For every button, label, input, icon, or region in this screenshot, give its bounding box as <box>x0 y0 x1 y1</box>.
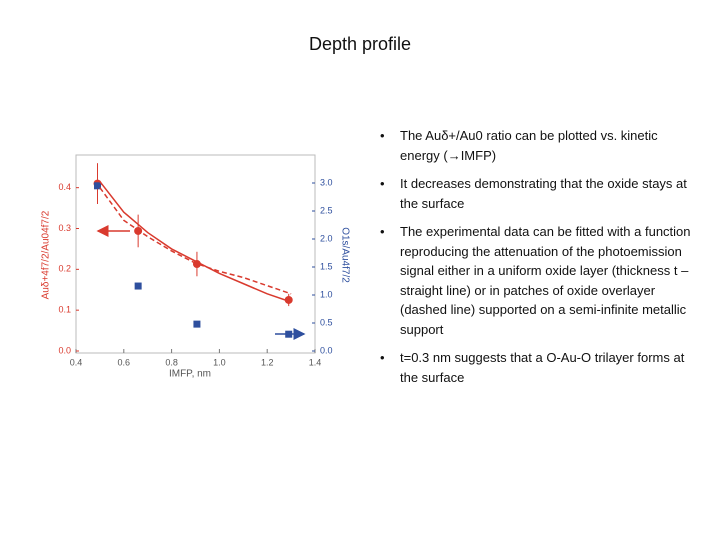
x-tick-label: 0.8 <box>165 357 178 367</box>
y-tick-label: 0.2 <box>58 264 71 274</box>
y2-tick-label: 1.5 <box>320 261 333 271</box>
point <box>192 260 201 269</box>
x-tick-label: 0.6 <box>118 357 131 367</box>
y-tick-label: 0.3 <box>58 223 71 233</box>
point <box>94 182 102 190</box>
y-tick-label: 0.1 <box>58 305 71 315</box>
x-tick-label: 1.4 <box>309 357 322 367</box>
plot-frame <box>75 154 316 354</box>
y2-tick-label: 0.5 <box>320 317 333 327</box>
chart: 0.4 0.6 0.8 1.0 1.2 1.4 0.0 0.1 0.2 0.3 0.4 0.0 0.5 1… <box>41 154 350 380</box>
fit-line <box>99 187 292 295</box>
x-tick-label: 0.4 <box>70 357 83 367</box>
slide-title: Depth profile <box>308 34 412 54</box>
point <box>193 320 201 328</box>
x-tick-label: 1.0 <box>213 357 226 367</box>
y-tick-label: 0.4 <box>58 182 71 192</box>
x-axis-label: IMFP, nm <box>169 369 211 380</box>
y2-tick-label: 0.0 <box>320 345 333 355</box>
x-tick-label: 1.2 <box>261 357 274 367</box>
point <box>285 330 293 338</box>
bullet: The Auδ+/Au0 ratio can be plotted vs. ki… <box>380 126 700 165</box>
bullet-list: The Auδ+/Au0 ratio can be plotted vs. ki… <box>380 126 700 396</box>
y2-tick-label: 2.5 <box>320 205 333 215</box>
y2-tick-label: 2.0 <box>320 233 333 243</box>
fit-line <box>99 181 292 303</box>
y-axis-label: Auδ+4f7/2/Au04f7/2 <box>41 210 52 299</box>
y2-axis-label: O1s/Au4f7/2 <box>339 227 350 283</box>
bullet: t=0.3 nm suggests that a O-Au-O trilayer… <box>380 348 700 387</box>
y2-tick-label: 3.0 <box>320 177 333 187</box>
y-tick-label: 0.0 <box>58 345 71 355</box>
bullet: The experimental data can be fitted with… <box>380 222 700 339</box>
y2-tick-label: 1.0 <box>320 289 333 299</box>
point <box>134 282 142 290</box>
bullet: It decreases demonstrating that the oxid… <box>380 174 700 213</box>
